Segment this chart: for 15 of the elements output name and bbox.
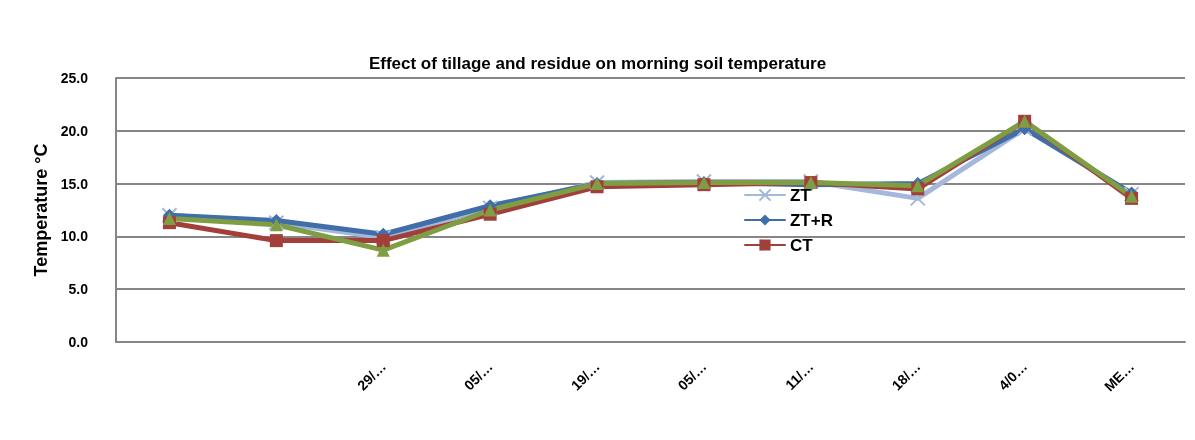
x-tick-label: 05/…: [674, 358, 710, 394]
y-tick-label: 25.0: [60, 70, 89, 86]
legend-label: ZT: [789, 185, 812, 205]
x-tick-label: 05/…: [460, 358, 496, 394]
y-tick-label: 10.0: [60, 228, 89, 245]
y-tick-label: 5.0: [68, 281, 89, 298]
legend-label: ZT+R: [789, 210, 833, 230]
y-tick-label: 0.0: [68, 334, 89, 350]
y-tick-label: 20.0: [60, 122, 89, 139]
x-tick-label: 4/0…: [995, 358, 1031, 394]
y-tick-label: 15.0: [60, 175, 89, 192]
legend-label: CT: [789, 235, 814, 255]
y-axis-title: Temperature °C: [30, 143, 51, 277]
x-tick-label: 11/…: [782, 358, 817, 393]
chart-title: Effect of tillage and residue on morning soil temperature: [368, 54, 827, 73]
